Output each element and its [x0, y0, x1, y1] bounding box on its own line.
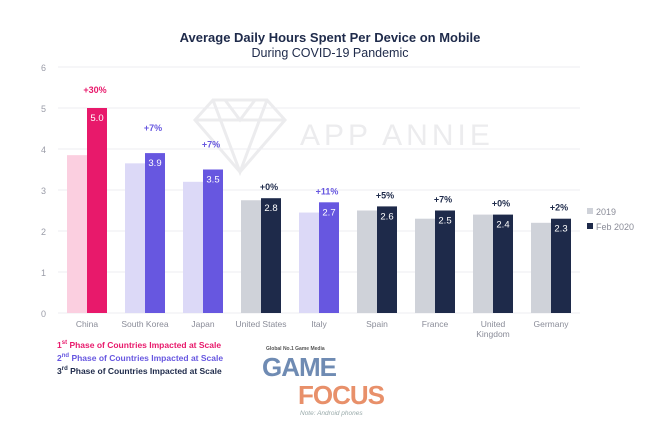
value-label: 2.8	[264, 203, 277, 214]
growth-label: +0%	[260, 182, 278, 192]
value-label: 5.0	[90, 113, 103, 124]
y-tick-label: 0	[41, 309, 46, 319]
legend-label: Feb 2020	[596, 222, 634, 232]
logo-word-focus: FOCUS	[298, 380, 385, 410]
bar-feb-2020	[203, 169, 223, 313]
bar-2019	[531, 222, 551, 313]
bar-2019	[473, 214, 493, 313]
phase-3-label: 3rd Phase of Countries Impacted at Scale	[57, 366, 222, 376]
bar-feb-2020	[145, 153, 165, 313]
growth-label: +0%	[492, 199, 510, 209]
bar-feb-2020	[377, 206, 397, 313]
y-tick-label: 6	[41, 63, 46, 73]
x-tick-label: China	[76, 319, 98, 329]
bar-feb-2020	[551, 218, 571, 313]
x-tick-label: Italy	[311, 319, 327, 329]
y-tick-label: 1	[41, 268, 46, 278]
growth-label: +30%	[83, 85, 106, 95]
diamond-watermark-icon	[192, 98, 288, 177]
legend-label: 2019	[596, 207, 616, 217]
legend-swatch	[587, 223, 593, 229]
x-tick-label: Spain	[366, 319, 388, 329]
growth-label: +2%	[550, 203, 568, 213]
value-label: 3.9	[148, 158, 161, 169]
y-tick-label: 4	[41, 145, 46, 155]
value-label: 2.5	[438, 216, 451, 227]
x-tick-label: United States	[235, 319, 286, 329]
value-label: 2.4	[496, 220, 509, 231]
x-tick-label: South Korea	[121, 319, 169, 329]
bar-feb-2020	[493, 214, 513, 313]
phase-1-label: 1st Phase of Countries Impacted at Scale	[57, 340, 222, 350]
logo-word-game: GAME	[262, 352, 337, 382]
value-label: 3.5	[206, 175, 219, 186]
x-tick-label: Japan	[191, 319, 214, 329]
legend-swatch	[587, 208, 593, 214]
value-label: 2.7	[322, 207, 335, 218]
growth-label: +7%	[202, 140, 220, 150]
bar-2019	[125, 163, 145, 313]
logo-tagline: Global No.1 Game Media	[266, 346, 325, 352]
bar-2019	[241, 200, 261, 313]
bar-2019	[183, 181, 203, 313]
growth-label: +7%	[434, 195, 452, 205]
watermark-text: APP ANNIE	[300, 119, 494, 152]
bar-feb-2020	[319, 202, 339, 313]
chart-title: Average Daily Hours Spent Per Device on …	[179, 30, 481, 45]
value-label: 2.3	[554, 224, 567, 235]
x-tick-label: Kingdom	[476, 329, 510, 339]
y-tick-label: 2	[41, 227, 46, 237]
bar-2019	[415, 218, 435, 313]
y-tick-label: 3	[41, 186, 46, 196]
logo-note: Note: Android phones	[300, 410, 363, 417]
value-label: 2.6	[380, 211, 393, 222]
x-tick-label: Germany	[534, 319, 570, 329]
chart-subtitle: During COVID-19 Pandemic	[251, 46, 409, 60]
x-tick-label: France	[422, 319, 449, 329]
phase-2-label: 2nd Phase of Countries Impacted at Scale	[57, 353, 224, 363]
game-focus-logo: Global No.1 Game Media GAME FOCUS Note: …	[262, 346, 385, 418]
bar-feb-2020	[261, 198, 281, 313]
growth-label: +7%	[144, 123, 162, 133]
bar-2019	[299, 212, 319, 313]
x-tick-label: United	[481, 319, 506, 329]
bar-2019	[67, 155, 87, 313]
y-tick-label: 5	[41, 104, 46, 114]
growth-label: +5%	[376, 190, 394, 200]
bar-2019	[357, 210, 377, 313]
growth-label: +11%	[316, 186, 339, 196]
bar-feb-2020	[87, 108, 107, 313]
bar-feb-2020	[435, 210, 455, 313]
